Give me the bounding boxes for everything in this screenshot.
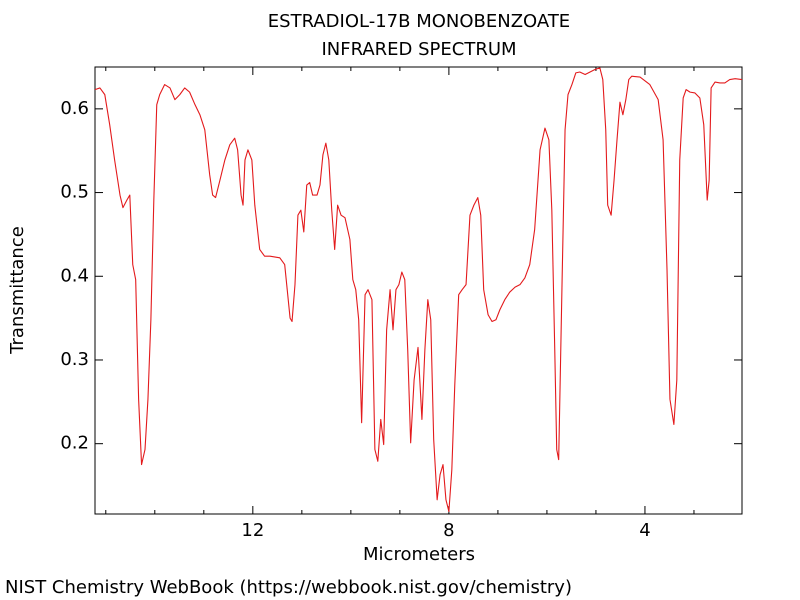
x-axis-label: Micrometers: [363, 544, 475, 565]
y-tick-label: 0.3: [60, 349, 89, 370]
y-tick-label: 0.2: [60, 433, 89, 454]
x-tick-label: 8: [443, 520, 454, 541]
y-axis-label: Transmittance: [7, 226, 28, 355]
chart-title: ESTRADIOL-17B MONOBENZOATE: [268, 11, 570, 32]
y-tick-label: 0.5: [60, 182, 89, 203]
x-tick-label: 4: [639, 520, 650, 541]
y-tick-label: 0.4: [60, 265, 89, 286]
spectrum-line: [94, 67, 743, 513]
x-tick-label: 12: [241, 520, 264, 541]
source-note: NIST Chemistry WebBook (https://webbook.…: [5, 577, 572, 598]
chart-subtitle: INFRARED SPECTRUM: [321, 39, 516, 60]
y-tick-label: 0.6: [60, 98, 89, 119]
plot-frame: [94, 66, 743, 515]
